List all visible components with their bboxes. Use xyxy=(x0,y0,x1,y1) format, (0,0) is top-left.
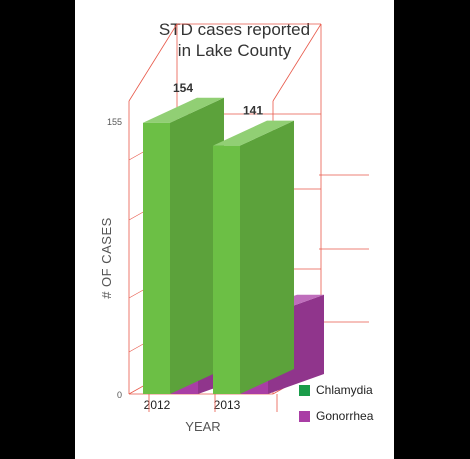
bar-chlamydia-2012-side xyxy=(170,97,224,394)
bar-chlamydia-2012-top xyxy=(143,97,224,123)
legend-item-gonorrhea: Gonorrhea xyxy=(299,409,373,423)
chart-title-line-1: STD cases reported xyxy=(158,20,311,39)
bar-chlamydia-2012 xyxy=(143,122,170,394)
x-tick-label-2013: 2013 xyxy=(214,398,241,412)
legend-label-chlamydia: Chlamydia xyxy=(316,383,373,397)
legend-swatch-chlamydia xyxy=(299,384,310,396)
y-axis-title: # OF CASES xyxy=(99,217,114,299)
bar-chlamydia-2013-top xyxy=(213,120,294,146)
legend-label-gonorrhea: Gonorrhea xyxy=(316,409,374,423)
x-tick-label-2012: 2012 xyxy=(144,398,171,412)
x-axis-title: YEAR xyxy=(185,419,220,434)
legend-swatch-gonorrhea xyxy=(299,410,310,422)
legend-item-chlamydia: Chlamydia xyxy=(299,383,373,397)
chart-title-line-2: in Lake County xyxy=(177,41,292,60)
data-label-chlamydia-2013: 141 xyxy=(243,104,263,118)
data-label-chlamydia-2012: 154 xyxy=(173,81,193,95)
bar-chlamydia-2013 xyxy=(213,145,240,394)
chart-card: STD cases reported in Lake County 155 0 # … xyxy=(75,0,394,459)
grid-depth-1 xyxy=(272,23,322,102)
bar-chlamydia-2013-side xyxy=(240,120,294,394)
y-tick-label: 0 xyxy=(117,390,122,400)
y-tick-label: 155 xyxy=(107,117,122,127)
grid-depth-0 xyxy=(128,23,178,102)
